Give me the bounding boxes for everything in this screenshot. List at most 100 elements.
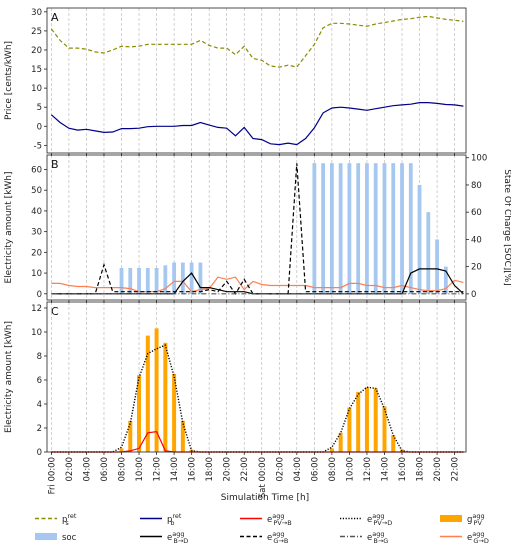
- y-tick-label: 30: [31, 228, 42, 238]
- soc-bar: [321, 163, 326, 294]
- soc-bar: [137, 268, 141, 294]
- y-tick-label: 0: [37, 448, 42, 458]
- soc-bar: [426, 212, 431, 294]
- legend-label: soc: [62, 533, 77, 543]
- pv-bar: [154, 328, 159, 452]
- soc-bar: [356, 163, 361, 294]
- series-line-e-pv-b: [51, 430, 464, 453]
- soc-bar: [365, 163, 369, 294]
- y-axis-label: Electricity amount [kWh]: [4, 172, 14, 284]
- x-tick-label: Fri 00:00: [47, 457, 57, 494]
- soc-bar: [443, 266, 448, 294]
- soc-bar: [154, 268, 159, 294]
- panel-label: B: [51, 158, 59, 171]
- x-tick-label: 08:00: [118, 457, 128, 482]
- pv-bar: [382, 406, 387, 452]
- pv-bar: [356, 392, 361, 452]
- pv-bar: [391, 435, 396, 452]
- soc-bar: [198, 262, 203, 294]
- soc-bar: [312, 163, 317, 294]
- soc-bar: [145, 268, 150, 294]
- y-tick-label: 8: [37, 352, 42, 362]
- series-line-e-g-b: [51, 163, 464, 295]
- x-tick-label: 12:00: [363, 457, 373, 482]
- legend-item-p-s-ret: pret s: [35, 512, 77, 527]
- soc-bar: [417, 184, 422, 294]
- x-tick-label: 20:00: [433, 457, 443, 482]
- legend-label: pret s: [62, 512, 77, 527]
- y-right-tick-label: 60: [471, 208, 482, 218]
- x-tick-label: 08:00: [328, 457, 338, 482]
- series-line-p-s-ret: [50, 15, 464, 68]
- x-tick-label: 12:00: [153, 457, 163, 482]
- plot-frame: [46, 301, 467, 453]
- pv-bar: [373, 388, 378, 452]
- panel-a: -5 0 5 10 15 20 25 30 Price [cents/kWh] A: [4, 7, 467, 154]
- soc-bar: [119, 268, 124, 294]
- legend-item-p-b-ret: pret b: [140, 512, 182, 527]
- x-axis: Fri 00:00 02:00 04:00 06:00 08:00 10:00 12:00 1…: [47, 153, 461, 498]
- soc-bar: [128, 268, 133, 294]
- legend-label: eagg B→G: [367, 530, 388, 545]
- y-tick-label: 2: [37, 424, 42, 434]
- pv-bar: [329, 448, 334, 452]
- legend-item-e-pv-d: eagg PV→D: [340, 512, 392, 527]
- x-tick-label: 04:00: [293, 457, 303, 482]
- legend-label: pret b: [167, 512, 182, 527]
- panel-label: C: [51, 305, 59, 318]
- legend-item-e-g-d: eagg G→D: [440, 530, 489, 545]
- legend-label: eagg PV→B: [267, 512, 292, 527]
- x-tick-label: 22:00: [451, 457, 461, 482]
- pv-bar: [119, 448, 124, 452]
- x-axis-label: Simulation Time [h]: [221, 493, 309, 503]
- x-tick-label: 20:00: [223, 457, 233, 482]
- soc-bar: [408, 163, 413, 294]
- y-tick-label: 4: [37, 400, 42, 410]
- y-axis-label: Electricity amount [kWh]: [4, 321, 14, 433]
- x-tick-label: 14:00: [380, 457, 390, 482]
- y-tick-label: 20: [31, 248, 42, 258]
- legend-swatch: [35, 533, 57, 540]
- y-tick-label: 6: [37, 376, 42, 386]
- series-line-p-b-ret: [51, 102, 464, 146]
- legend-item-g-pv: gagg PV: [440, 512, 485, 527]
- soc-bar: [163, 265, 168, 294]
- legend-item-e-b-g: eagg B→G: [340, 530, 388, 545]
- soc-bar: [435, 239, 439, 294]
- x-tick-label: 16:00: [398, 457, 408, 482]
- soc-bar: [391, 163, 396, 294]
- x-tick-label: 10:00: [135, 457, 145, 482]
- soc-bar: [400, 163, 404, 294]
- legend-label: eagg B→D: [167, 530, 188, 545]
- legend-item-e-pv-b: eagg PV→B: [240, 512, 292, 527]
- y-tick-label: 10: [31, 269, 42, 279]
- y-tick-label: 20: [31, 46, 42, 56]
- x-tick-label: 16:00: [188, 457, 198, 482]
- y-right-tick-label: 40: [471, 235, 482, 245]
- y-axis-label: Price [cents/kWh]: [4, 41, 14, 120]
- y-right-axis-label: State Of Charge [SOC][%]: [502, 169, 511, 286]
- y-tick-label: 25: [31, 27, 42, 37]
- y-tick-label: 15: [31, 65, 42, 75]
- pv-bar: [137, 375, 142, 452]
- legend-label: eagg G→D: [467, 530, 489, 545]
- series-line-e-g-d: [51, 276, 464, 293]
- x-tick-label: 18:00: [205, 457, 215, 482]
- legend: pret s pret b eagg PV→B eagg PV→D gagg PV soc eagg B…: [35, 512, 489, 545]
- pv-bar: [145, 335, 150, 452]
- soc-bar: [189, 262, 194, 294]
- soc-bar: [347, 163, 352, 294]
- y-tick-label: 10: [31, 328, 42, 338]
- y-right-tick-label: 80: [471, 181, 482, 191]
- x-tick-label: 10:00: [345, 457, 355, 482]
- x-tick-label: 02:00: [65, 457, 75, 482]
- x-tick-label: Sat 00:00: [258, 457, 268, 498]
- x-tick-label: 14:00: [170, 457, 180, 482]
- y-tick-label: 50: [31, 186, 42, 196]
- legend-item-soc: soc: [35, 533, 77, 543]
- legend-item-e-b-d: eagg B→D: [140, 530, 188, 545]
- soc-bar: [373, 163, 378, 294]
- pv-bar: [347, 407, 352, 452]
- x-tick-label: 22:00: [240, 457, 250, 482]
- pv-bar: [172, 374, 177, 452]
